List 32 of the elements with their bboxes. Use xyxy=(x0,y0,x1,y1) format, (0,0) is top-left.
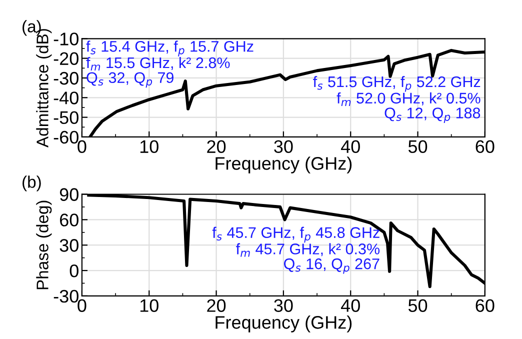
y-tick-label: -40 xyxy=(54,92,78,104)
x-tick-label: 60 xyxy=(476,299,494,312)
text: f$_{s}$ 15.4 GHz, f$_{p}$ 15.7 GHz f$_{m}$ 15.5 GHz, k² 2.8% Q$_{s}$ 32, Q$_{p}$ 79 xyxy=(86,40,254,88)
text: f$_{s}$ 51.5 GHz, f$_{p}$ 52.2 GHz f$_{m}$ 52.0 GHz, k² 0.5% Q$_{s}$ 12, Q$_{p}$ 188 xyxy=(313,76,480,124)
y-tick-label: -10 xyxy=(54,32,78,46)
x-axis-title: Frequency (GHz) xyxy=(216,316,352,332)
y-tick-label: 90 xyxy=(60,188,78,201)
x-tick-label: 30 xyxy=(274,299,293,312)
x-tick-label: 10 xyxy=(140,140,158,153)
x-tick-label: 10 xyxy=(140,299,158,312)
y-tick-label: 30 xyxy=(60,239,78,252)
x-tick-label: 50 xyxy=(408,140,428,153)
x-tick-label: 50 xyxy=(408,299,428,312)
x-axis-title: Frequency (GHz) xyxy=(216,156,352,174)
x-tick-label: 40 xyxy=(340,140,360,153)
y-tick-label: 60 xyxy=(60,214,78,226)
y-tick-label: -50 xyxy=(54,111,78,124)
y-tick-label: -30 xyxy=(54,72,78,85)
x-tick-label: 0 xyxy=(78,140,86,153)
y-tick-label: -60 xyxy=(54,130,78,144)
text: f$_{s}$ 45.7 GHz, f$_{p}$ 45.8 GHz f$_{m}$ 45.7 GHz, k² 0.3% Q$_{s}$ 16, Q$_{p}$ 267 xyxy=(212,226,380,274)
y-tick-label: 0 xyxy=(70,264,78,278)
y-tick-label: -20 xyxy=(54,52,78,66)
x-tick-label: 20 xyxy=(207,140,226,153)
y-tick-label: -30 xyxy=(54,290,78,303)
x-tick-label: 0 xyxy=(78,299,86,312)
x-tick-label: 30 xyxy=(274,140,293,153)
x-tick-label: 20 xyxy=(207,299,226,312)
y-axis-title: Phase (deg) xyxy=(36,200,52,290)
x-tick-label: 60 xyxy=(476,140,494,153)
chart-title: (b) xyxy=(22,176,41,192)
x-tick-label: 40 xyxy=(340,299,360,312)
